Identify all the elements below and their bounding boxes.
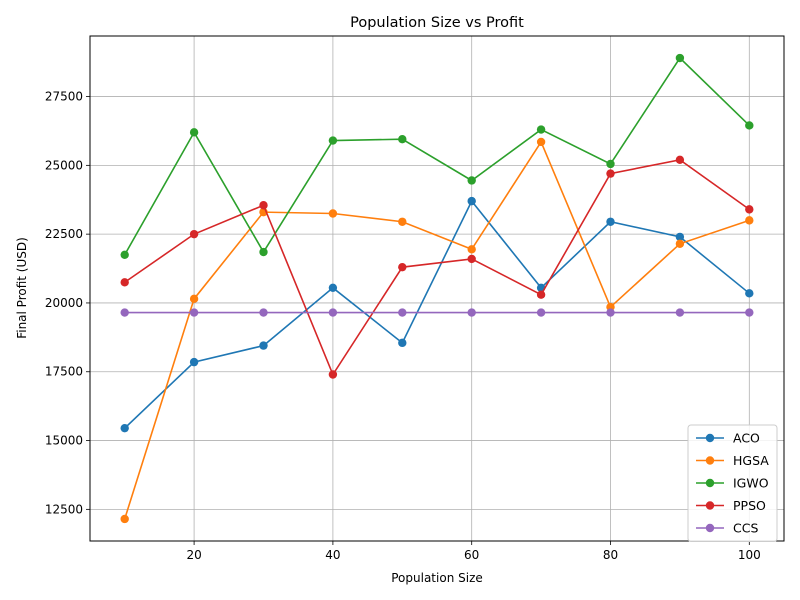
data-point-hgsa (328, 209, 338, 218)
legend-marker (705, 523, 715, 533)
data-point-igwo (259, 247, 268, 257)
legend-marker (705, 501, 715, 510)
data-point-ppso (536, 290, 546, 299)
series-ppso (120, 155, 754, 379)
y-tick-label: 20000 (45, 296, 83, 310)
x-tick-label: 20 (186, 548, 201, 562)
data-point-hgsa (189, 294, 199, 304)
data-point-ppso (328, 370, 338, 379)
legend-label: IGWO (733, 476, 769, 491)
data-point-hgsa (675, 239, 685, 248)
data-point-aco (120, 423, 129, 433)
legend-item-ppso: PPSO (696, 498, 766, 513)
data-point-ppso (606, 169, 615, 178)
y-tick-label: 12500 (45, 502, 83, 516)
legend: ACO HGSA IGWO PPSO CCS (687, 424, 778, 542)
legend-marker (705, 456, 715, 465)
series-line-hgsa (123, 140, 750, 520)
y-tick-label: 27500 (45, 90, 83, 104)
data-point-hgsa (536, 137, 546, 147)
data-point-aco (328, 283, 338, 293)
x-tick-label: 60 (464, 548, 479, 562)
series-line-igwo (124, 56, 750, 256)
data-point-aco (745, 289, 754, 298)
x-tick-label: 100 (738, 548, 761, 562)
data-point-ccs (536, 308, 546, 317)
data-point-ccs (120, 308, 129, 317)
grid-lines (90, 36, 784, 541)
legend-marker (705, 433, 715, 443)
data-point-igwo (745, 121, 754, 130)
data-point-hgsa (745, 216, 754, 225)
series-aco (120, 196, 754, 433)
data-point-ccs (675, 308, 685, 317)
data-point-ppso (259, 201, 268, 210)
data-point-ccs (259, 308, 268, 317)
y-axis: 12500 15000 17500 20000 22500 25000 27500 (45, 90, 90, 516)
data-point-ppso (120, 278, 129, 287)
data-point-ccs (467, 308, 476, 317)
data-point-igwo (189, 128, 199, 137)
data-point-aco (398, 338, 407, 348)
data-point-ccs (606, 308, 615, 317)
y-axis-label: Final Profit (USD) (15, 237, 29, 339)
series-group (120, 53, 754, 524)
data-point-aco (467, 196, 476, 206)
y-tick-label: 17500 (45, 365, 83, 379)
legend-label: ACO (733, 431, 760, 446)
x-axis-label: Population Size (391, 571, 483, 585)
legend-box (687, 424, 778, 542)
legend-item-aco: ACO (696, 431, 760, 446)
series-line-aco (124, 199, 750, 429)
data-point-igwo (675, 53, 685, 63)
data-point-ccs (189, 308, 199, 317)
data-point-ccs (745, 308, 754, 317)
x-axis: 20 40 60 80 100 (186, 541, 761, 562)
legend-item-igwo: IGWO (696, 476, 769, 491)
data-point-igwo (120, 250, 129, 259)
data-point-ppso (675, 155, 685, 165)
y-tick-label: 22500 (45, 227, 83, 241)
chart-title: Population Size vs Profit (350, 15, 524, 31)
y-tick-label: 25000 (45, 158, 83, 172)
x-tick-label: 40 (325, 548, 340, 562)
data-point-ppso (467, 254, 476, 264)
series-hgsa (120, 137, 754, 524)
y-tick-label: 15000 (45, 434, 83, 448)
data-point-hgsa (467, 245, 476, 254)
data-point-igwo (536, 125, 546, 134)
legend-label: CCS (733, 521, 758, 536)
data-point-ccs (398, 308, 407, 317)
legend-item-ccs: CCS (696, 521, 758, 536)
plot-frame (89, 35, 785, 542)
series-igwo (120, 53, 754, 259)
x-tick-label: 80 (603, 548, 618, 562)
data-point-hgsa (398, 217, 407, 226)
data-point-aco (606, 217, 615, 226)
data-point-aco (675, 232, 685, 242)
data-point-ccs (328, 308, 338, 317)
series-ccs (120, 308, 754, 317)
data-point-igwo (398, 135, 407, 144)
legend-label: HGSA (733, 453, 769, 468)
data-point-igwo (467, 176, 476, 185)
data-point-ppso (745, 205, 754, 214)
series-line-ppso (124, 158, 750, 377)
data-point-ppso (398, 262, 407, 272)
data-point-igwo (328, 136, 338, 145)
data-point-ppso (189, 229, 199, 239)
data-point-igwo (606, 159, 615, 169)
data-point-hgsa (120, 514, 129, 524)
data-point-aco (259, 341, 268, 350)
data-point-aco (189, 357, 199, 367)
legend-marker (705, 478, 715, 488)
legend-label: PPSO (733, 498, 766, 513)
legend-item-hgsa: HGSA (696, 453, 769, 468)
